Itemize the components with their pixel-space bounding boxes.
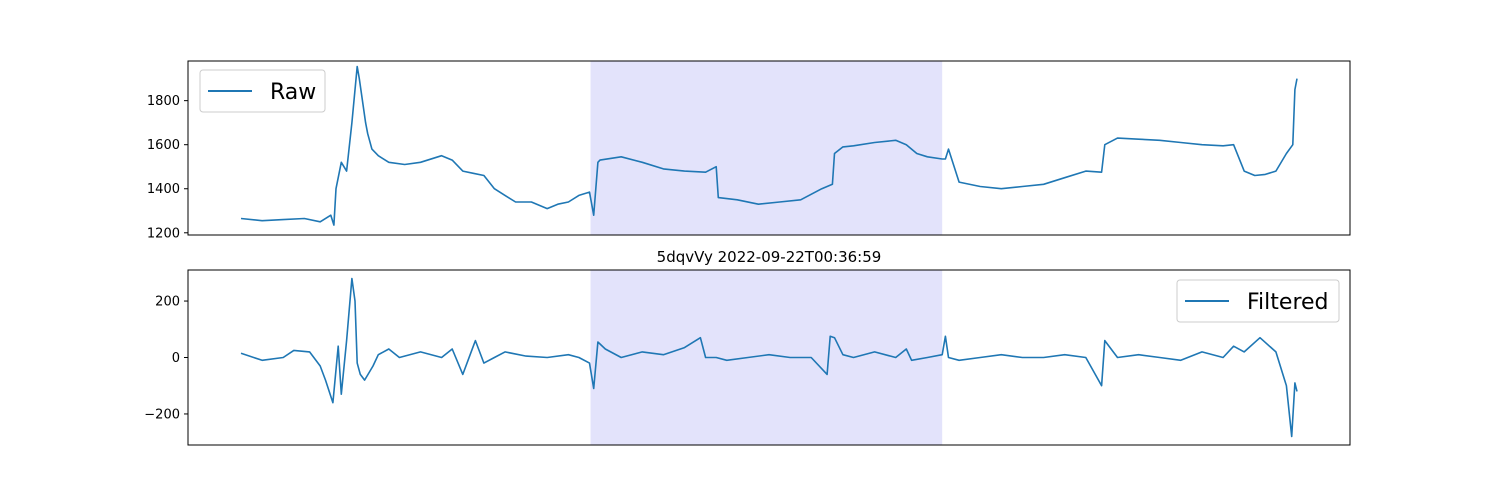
filtered-y-tick-label: 200 bbox=[155, 295, 180, 310]
raw-series-line bbox=[240, 65, 1298, 226]
raw-y-axis: 1200 1400 1600 1800 bbox=[147, 94, 188, 241]
raw-chart: 1200 1400 1600 1800 Raw bbox=[147, 60, 1351, 241]
filtered-legend-label: Filtered bbox=[1247, 290, 1329, 315]
filtered-plot-frame bbox=[187, 269, 1351, 446]
filtered-y-tick-label: 0 bbox=[172, 351, 180, 366]
filtered-chart: −200 0 200 Filtered bbox=[144, 269, 1351, 446]
raw-y-tick-label: 1800 bbox=[147, 94, 180, 109]
raw-y-tick-label: 1400 bbox=[147, 182, 180, 197]
filtered-legend: Filtered bbox=[1176, 279, 1340, 323]
filtered-chart-title: 5dqvVy 2022-09-22T00:36:59 bbox=[657, 248, 882, 266]
raw-y-tick-label: 1600 bbox=[147, 138, 180, 153]
filtered-series-line bbox=[240, 277, 1298, 438]
raw-y-tick-label: 1200 bbox=[147, 226, 180, 241]
filtered-highlight-span bbox=[590, 270, 943, 445]
raw-legend-label: Raw bbox=[270, 80, 316, 105]
filtered-y-tick-label: −200 bbox=[144, 407, 180, 422]
raw-legend-box bbox=[199, 69, 326, 113]
raw-legend: Raw bbox=[199, 69, 326, 113]
raw-highlight-span bbox=[590, 61, 943, 235]
filtered-legend-box bbox=[1176, 279, 1340, 323]
raw-plot-frame bbox=[187, 60, 1351, 236]
filtered-y-axis: −200 0 200 bbox=[144, 295, 188, 422]
